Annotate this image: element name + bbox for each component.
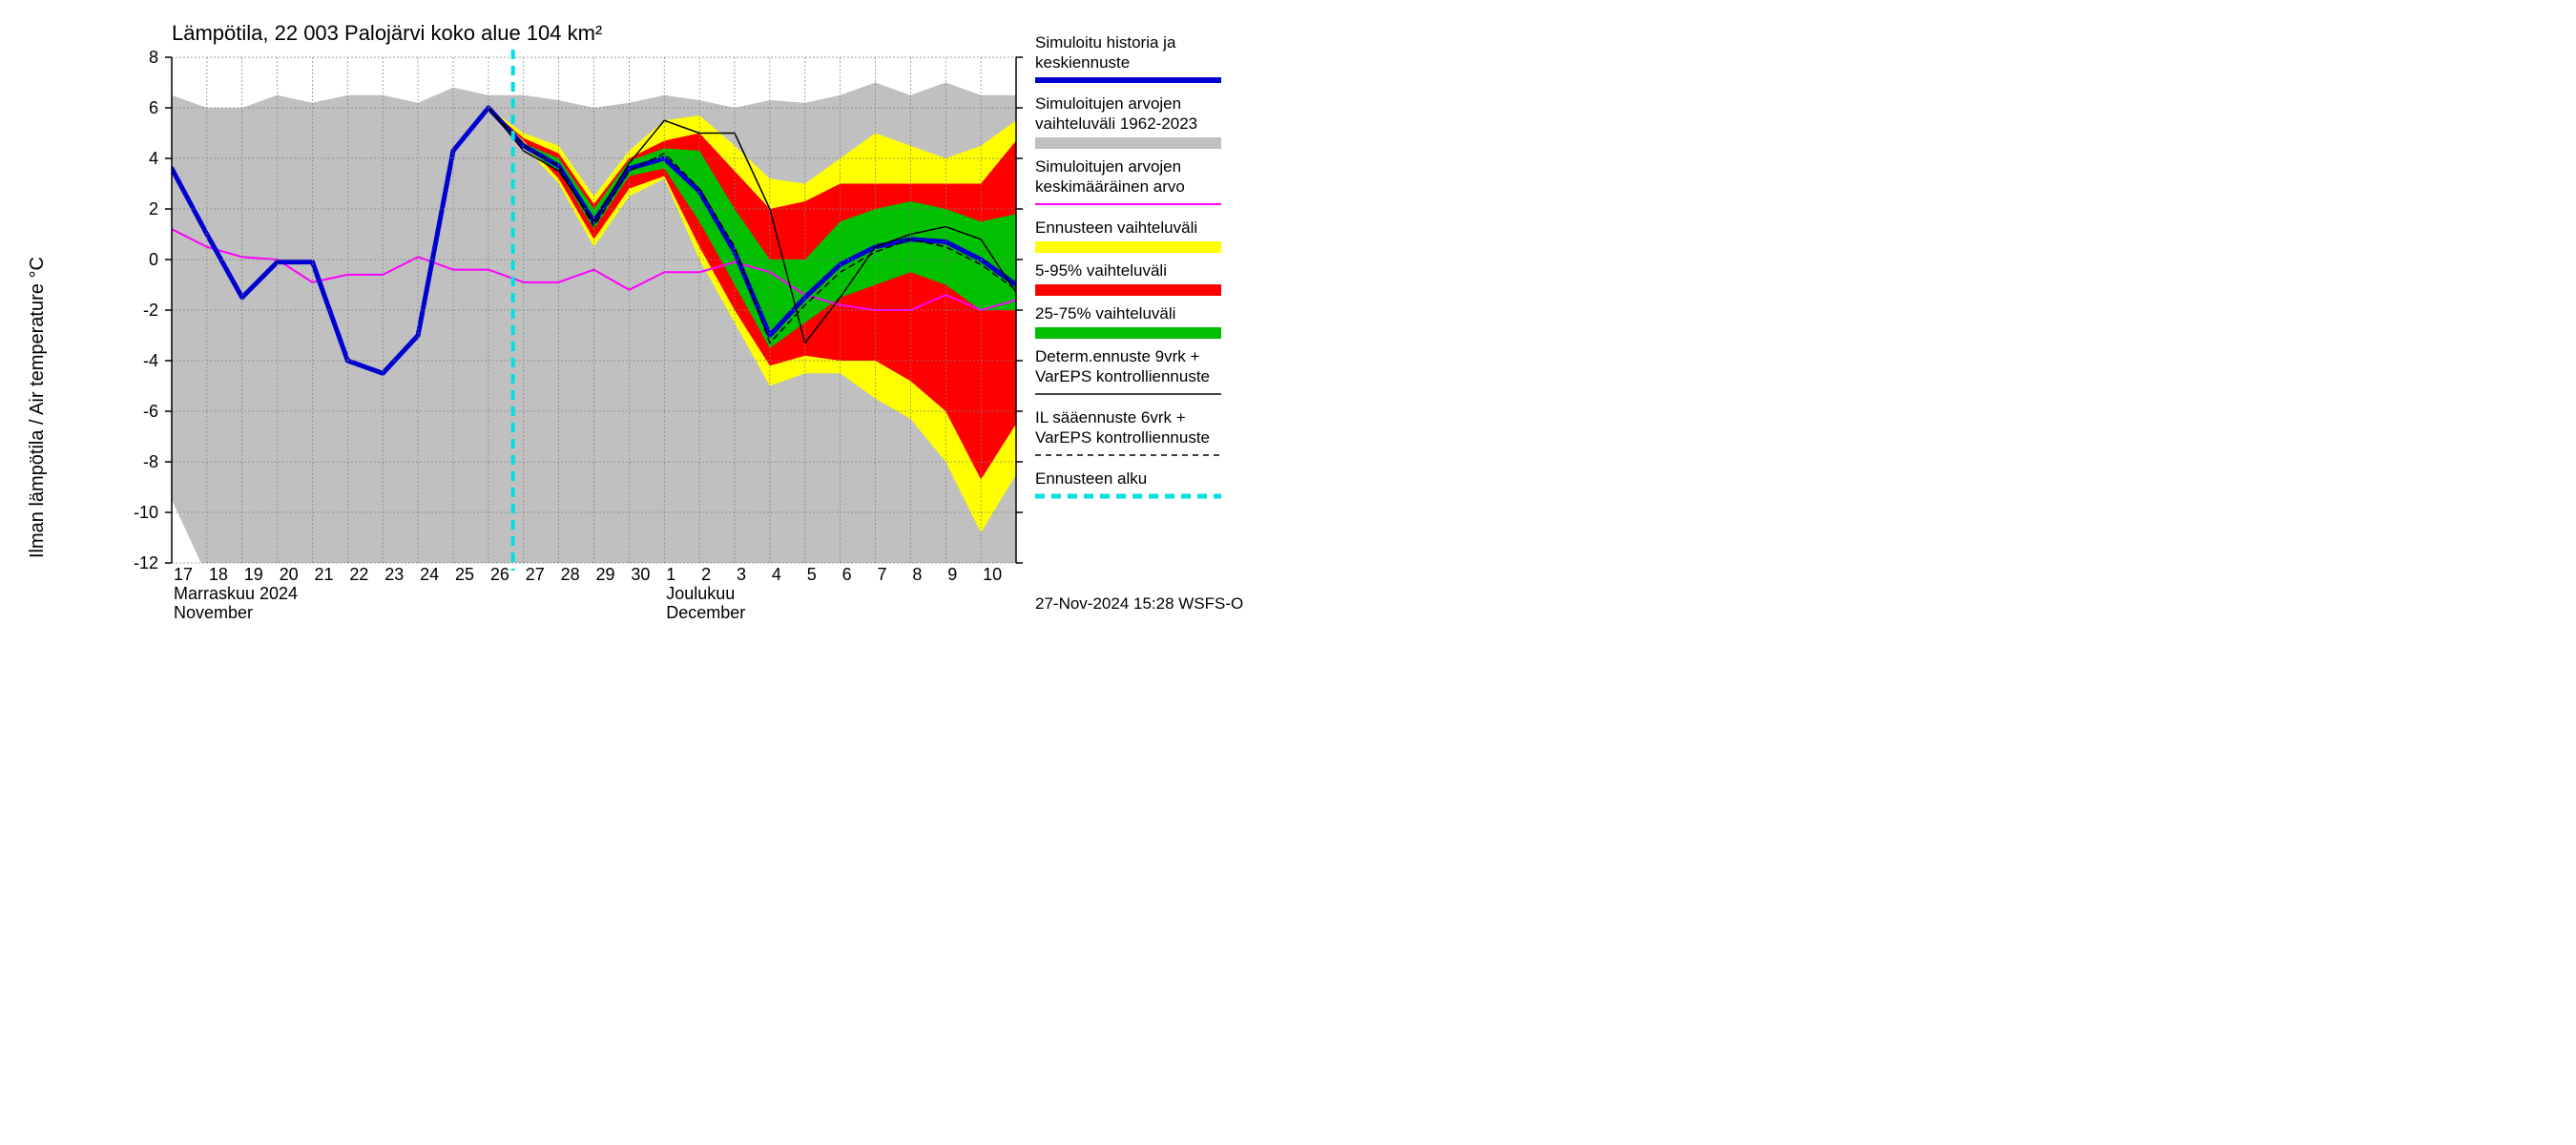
xtick-label: 17 xyxy=(174,565,193,584)
xtick-label: 20 xyxy=(280,565,299,584)
ytick-label: -12 xyxy=(134,553,158,572)
month-label: Joulukuu xyxy=(666,584,735,603)
ytick-label: 4 xyxy=(149,149,158,168)
legend-label: VarEPS kontrolliennuste xyxy=(1035,367,1210,385)
ytick-label: -6 xyxy=(143,402,158,421)
legend-swatch xyxy=(1035,137,1221,149)
temperature-chart: -12-10-8-6-4-202468171819202122232425262… xyxy=(0,0,1431,636)
xtick-label: 19 xyxy=(244,565,263,584)
legend-label: vaihteluväli 1962-2023 xyxy=(1035,114,1197,133)
xtick-label: 23 xyxy=(384,565,404,584)
ytick-label: -2 xyxy=(143,301,158,320)
ytick-label: 6 xyxy=(149,98,158,117)
xtick-label: 7 xyxy=(878,565,887,584)
month-label: November xyxy=(174,603,253,622)
xtick-label: 22 xyxy=(349,565,368,584)
legend-label: keskimääräinen arvo xyxy=(1035,177,1185,196)
xtick-label: 6 xyxy=(842,565,852,584)
ytick-label: -8 xyxy=(143,452,158,471)
ytick-label: 8 xyxy=(149,48,158,67)
legend-label: Determ.ennuste 9vrk + xyxy=(1035,347,1200,365)
xtick-label: 27 xyxy=(526,565,545,584)
footer-timestamp: 27-Nov-2024 15:28 WSFS-O xyxy=(1035,594,1243,613)
xtick-label: 29 xyxy=(596,565,615,584)
legend-label: Ennusteen vaihteluväli xyxy=(1035,219,1197,237)
legend-label: 5-95% vaihteluväli xyxy=(1035,261,1167,280)
ytick-label: -10 xyxy=(134,503,158,522)
chart-title: Lämpötila, 22 003 Palojärvi koko alue 10… xyxy=(172,21,602,45)
legend-swatch xyxy=(1035,327,1221,339)
legend-label: Simuloitu historia ja xyxy=(1035,33,1176,52)
xtick-label: 24 xyxy=(420,565,439,584)
xtick-label: 18 xyxy=(209,565,228,584)
month-label: Marraskuu 2024 xyxy=(174,584,298,603)
legend-label: Simuloitujen arvojen xyxy=(1035,157,1181,176)
xtick-label: 2 xyxy=(701,565,711,584)
xtick-label: 10 xyxy=(983,565,1002,584)
legend-label: VarEPS kontrolliennuste xyxy=(1035,428,1210,447)
legend-label: 25-75% vaihteluväli xyxy=(1035,304,1175,323)
xtick-label: 8 xyxy=(912,565,922,584)
legend-label: IL sääennuste 6vrk + xyxy=(1035,408,1186,427)
xtick-label: 5 xyxy=(807,565,817,584)
xtick-label: 26 xyxy=(490,565,509,584)
ytick-label: -4 xyxy=(143,351,158,370)
legend-label: Ennusteen alku xyxy=(1035,469,1147,488)
ytick-label: 2 xyxy=(149,199,158,219)
xtick-label: 4 xyxy=(772,565,781,584)
ytick-label: 0 xyxy=(149,250,158,269)
legend-label: keskiennuste xyxy=(1035,53,1130,72)
y-axis-label: Ilman lämpötila / Air temperature °C xyxy=(27,257,48,558)
legend-label: Simuloitujen arvojen xyxy=(1035,94,1181,113)
xtick-label: 3 xyxy=(737,565,746,584)
xtick-label: 9 xyxy=(947,565,957,584)
legend-swatch xyxy=(1035,241,1221,253)
xtick-label: 1 xyxy=(666,565,675,584)
xtick-label: 30 xyxy=(631,565,650,584)
xtick-label: 21 xyxy=(315,565,334,584)
xtick-label: 25 xyxy=(455,565,474,584)
xtick-label: 28 xyxy=(561,565,580,584)
legend-swatch xyxy=(1035,284,1221,296)
month-label: December xyxy=(666,603,745,622)
